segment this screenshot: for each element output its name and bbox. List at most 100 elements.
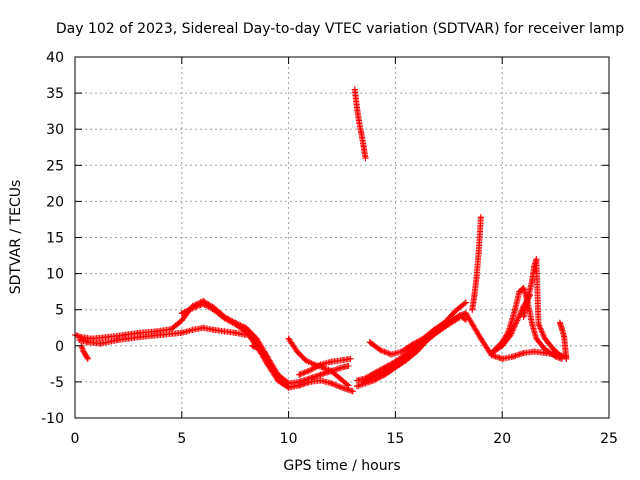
data-point: [477, 335, 484, 342]
data-point: [561, 333, 568, 340]
data-point: [477, 214, 484, 221]
x-tick-label: 15: [386, 431, 404, 447]
data-point: [302, 357, 309, 364]
data-point: [360, 378, 367, 385]
data-point: [490, 348, 497, 355]
data-point: [533, 256, 540, 263]
data-point: [541, 346, 548, 353]
series-arc-12: [360, 314, 463, 385]
data-point: [285, 335, 292, 342]
data-point: [550, 346, 557, 353]
data-point: [264, 353, 271, 360]
data-point: [82, 352, 89, 359]
data-point: [294, 348, 301, 355]
data-point: [339, 357, 345, 364]
data-point: [328, 358, 335, 365]
data-point: [242, 328, 249, 335]
series-arc-13: [469, 214, 484, 313]
data-point: [529, 277, 536, 284]
data-point: [362, 155, 369, 162]
data-point: [178, 310, 185, 317]
data-point: [356, 118, 363, 125]
data-point: [507, 331, 514, 338]
data-point: [452, 308, 459, 315]
data-point: [475, 248, 482, 255]
data-point: [328, 380, 335, 387]
data-point: [413, 344, 420, 351]
data-point: [221, 328, 228, 335]
data-point: [409, 341, 416, 348]
y-tick-label: 5: [55, 303, 64, 319]
axis-ticks: 0 5 10 15 20 25 -10 -5 0 5 10 15 20 25 30 35 40: [41, 50, 618, 447]
data-point: [339, 384, 345, 391]
data-point: [157, 331, 164, 338]
y-tick-label: 35: [46, 86, 64, 102]
x-tick-label: 20: [493, 431, 511, 447]
data-point: [529, 321, 536, 328]
data-point: [253, 335, 260, 342]
data-point: [509, 353, 516, 360]
data-point: [445, 321, 452, 328]
y-tick-label: 30: [46, 122, 64, 138]
data-point: [388, 351, 395, 358]
y-tick-label: -10: [41, 411, 64, 427]
data-point: [264, 360, 271, 367]
data-point: [512, 306, 519, 313]
data-point: [136, 334, 143, 341]
series-arc-17: [556, 319, 570, 362]
series-arc-7: [296, 355, 354, 378]
data-point: [200, 300, 207, 307]
data-point: [232, 329, 239, 336]
data-point: [317, 361, 324, 368]
data-point: [524, 295, 531, 302]
data-point: [221, 315, 228, 322]
data-point: [249, 342, 256, 349]
data-point: [296, 371, 303, 378]
data-point: [424, 335, 431, 342]
data-point: [296, 382, 303, 389]
data-point: [366, 339, 373, 346]
data-point: [351, 86, 358, 93]
data-point: [559, 353, 566, 360]
data-point: [210, 326, 217, 333]
data-point: [274, 377, 281, 384]
data-point: [514, 317, 521, 324]
x-tick-label: 5: [177, 431, 186, 447]
x-tick-label: 25: [600, 431, 618, 447]
data-point: [317, 371, 324, 378]
data-point: [499, 355, 506, 362]
data-point: [255, 345, 262, 352]
data-point: [80, 348, 87, 355]
data-point: [435, 328, 442, 335]
data-point: [262, 350, 269, 357]
data-point: [552, 353, 559, 360]
data-point: [381, 368, 388, 375]
data-point: [371, 373, 378, 380]
chart-title: Day 102 of 2023, Sidereal Day-to-day VTE…: [56, 21, 624, 37]
data-point: [339, 364, 345, 371]
data-point: [336, 375, 343, 382]
x-tick-label: 0: [71, 431, 80, 447]
data-point: [84, 339, 91, 346]
x-axis-label: GPS time / hours: [283, 458, 400, 474]
data-point: [377, 347, 384, 354]
data-point: [469, 321, 476, 328]
y-tick-label: 10: [46, 267, 64, 283]
data-point: [358, 129, 365, 136]
data-point: [114, 337, 121, 344]
data-point: [541, 335, 548, 342]
data-point: [189, 326, 196, 333]
data-point: [520, 350, 527, 357]
series-arc-16: [520, 256, 566, 360]
data-point: [520, 285, 527, 292]
data-point: [210, 306, 217, 313]
data-point: [473, 274, 480, 281]
data-point: [104, 334, 111, 341]
y-tick-label: 25: [46, 158, 64, 174]
series-arc-8: [351, 86, 369, 162]
data-point: [469, 306, 476, 313]
y-tick-label: 0: [55, 339, 64, 355]
data-point: [328, 368, 335, 375]
data-point: [531, 348, 538, 355]
